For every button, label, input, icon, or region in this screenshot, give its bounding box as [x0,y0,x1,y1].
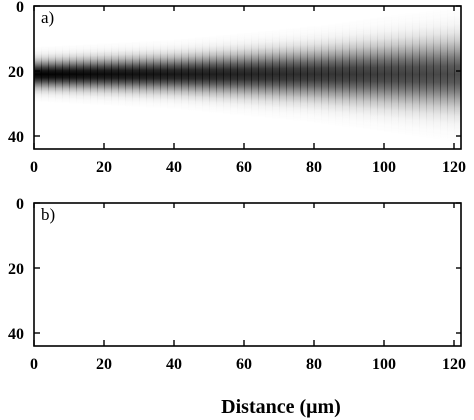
beam-strip [244,32,252,116]
beam-strip [111,43,119,106]
beam-strip [272,30,280,119]
beam-strip [391,15,399,133]
beam-strip [132,41,140,107]
x-axis-title: Distance (μm) [221,396,341,418]
beam-strip [153,40,161,108]
heatmap-a [34,7,461,142]
beam-strip [104,43,112,106]
beam-strip [398,14,406,134]
beam-strip [167,40,175,109]
beam-strip [139,41,147,107]
beam-strip [258,31,266,118]
beam-strip [160,40,168,109]
x-tick-label: 20 [96,356,112,373]
panel-b: 0 20 40 60 80 100 120 0 20 40 b) [8,196,466,373]
x-tick-label: 20 [96,159,112,176]
beam-strip [195,37,203,111]
beam-strip [279,29,287,120]
beam-strip [174,39,182,109]
y-tick-label: 0 [16,0,24,16]
beam-strip [335,23,343,126]
beam-strip [48,46,56,103]
beam-strip [202,36,210,112]
beam-strip [41,46,49,102]
beam-strip [188,38,196,111]
beam-strip [349,21,357,128]
x-tick-label: 0 [30,356,38,373]
x-tick-label: 60 [236,159,252,176]
beam-strip [300,27,308,122]
beam-strip [405,13,413,135]
beam-strip [342,22,350,127]
beam-strip [34,47,42,102]
x-tick-label: 120 [442,356,466,373]
plot-frame-a [33,5,462,150]
panel-label-b: b) [41,205,55,224]
beam-strip [433,9,441,139]
x-tick-label: 100 [372,356,396,373]
beam-strip [97,43,105,105]
beam-strip [293,28,301,121]
x-tick-label: 80 [306,159,322,176]
beam-strip [55,45,63,103]
x-tick-label: 80 [306,356,322,373]
beam-strip [216,35,224,113]
beam-strip [125,42,133,107]
y-tick-label: 20 [8,261,24,278]
beam-strip [384,16,392,132]
beam-strip [83,44,91,105]
beam-strip [209,36,217,113]
beam-strip [76,44,84,104]
heatmap-b [34,255,461,291]
band-base [34,255,461,291]
beam-strip [307,26,315,122]
beam-strip [321,24,329,124]
ticks-b: 0 20 40 60 80 100 120 0 20 40 [8,196,466,373]
beam-strip [363,19,371,130]
x-tick-label: 120 [442,159,466,176]
beam-strip [454,7,461,142]
beam-strip [265,30,273,118]
panel-a: 0 20 40 60 80 100 120 0 20 40 a) [8,0,466,176]
beam-strip [251,32,259,117]
beam-strip [237,33,245,115]
beam-strip [62,45,70,103]
beam-strip [69,45,77,104]
plot-frame-b [33,202,462,347]
x-tick-label: 40 [166,159,182,176]
beam-strip [314,25,322,123]
y-tick-label: 40 [8,326,24,343]
beam-strip [286,28,294,120]
ticks-a: 0 20 40 60 80 100 120 0 20 40 [8,0,466,176]
beam-strip [118,42,126,106]
beam-strip [440,9,448,140]
beam-strip [230,34,238,115]
panel-label-a: a) [41,8,54,27]
y-tick-label: 0 [16,196,24,213]
beam-strip [419,11,427,137]
beam-strip [146,41,154,108]
x-tick-label: 60 [236,356,252,373]
beam-strip [223,34,231,114]
beam-strip [328,24,336,125]
x-tick-label: 40 [166,356,182,373]
beam-strip [90,44,98,105]
beam-strip [447,8,455,141]
beam-strip [426,10,434,138]
x-tick-label: 100 [372,159,396,176]
y-tick-label: 40 [8,129,24,146]
beam-strip [377,17,385,132]
beam-strip [412,12,420,136]
beam-strip [356,20,364,129]
beam-strip [370,18,378,131]
y-tick-label: 20 [8,64,24,81]
x-tick-label: 0 [30,159,38,176]
beam-strip [181,38,189,110]
